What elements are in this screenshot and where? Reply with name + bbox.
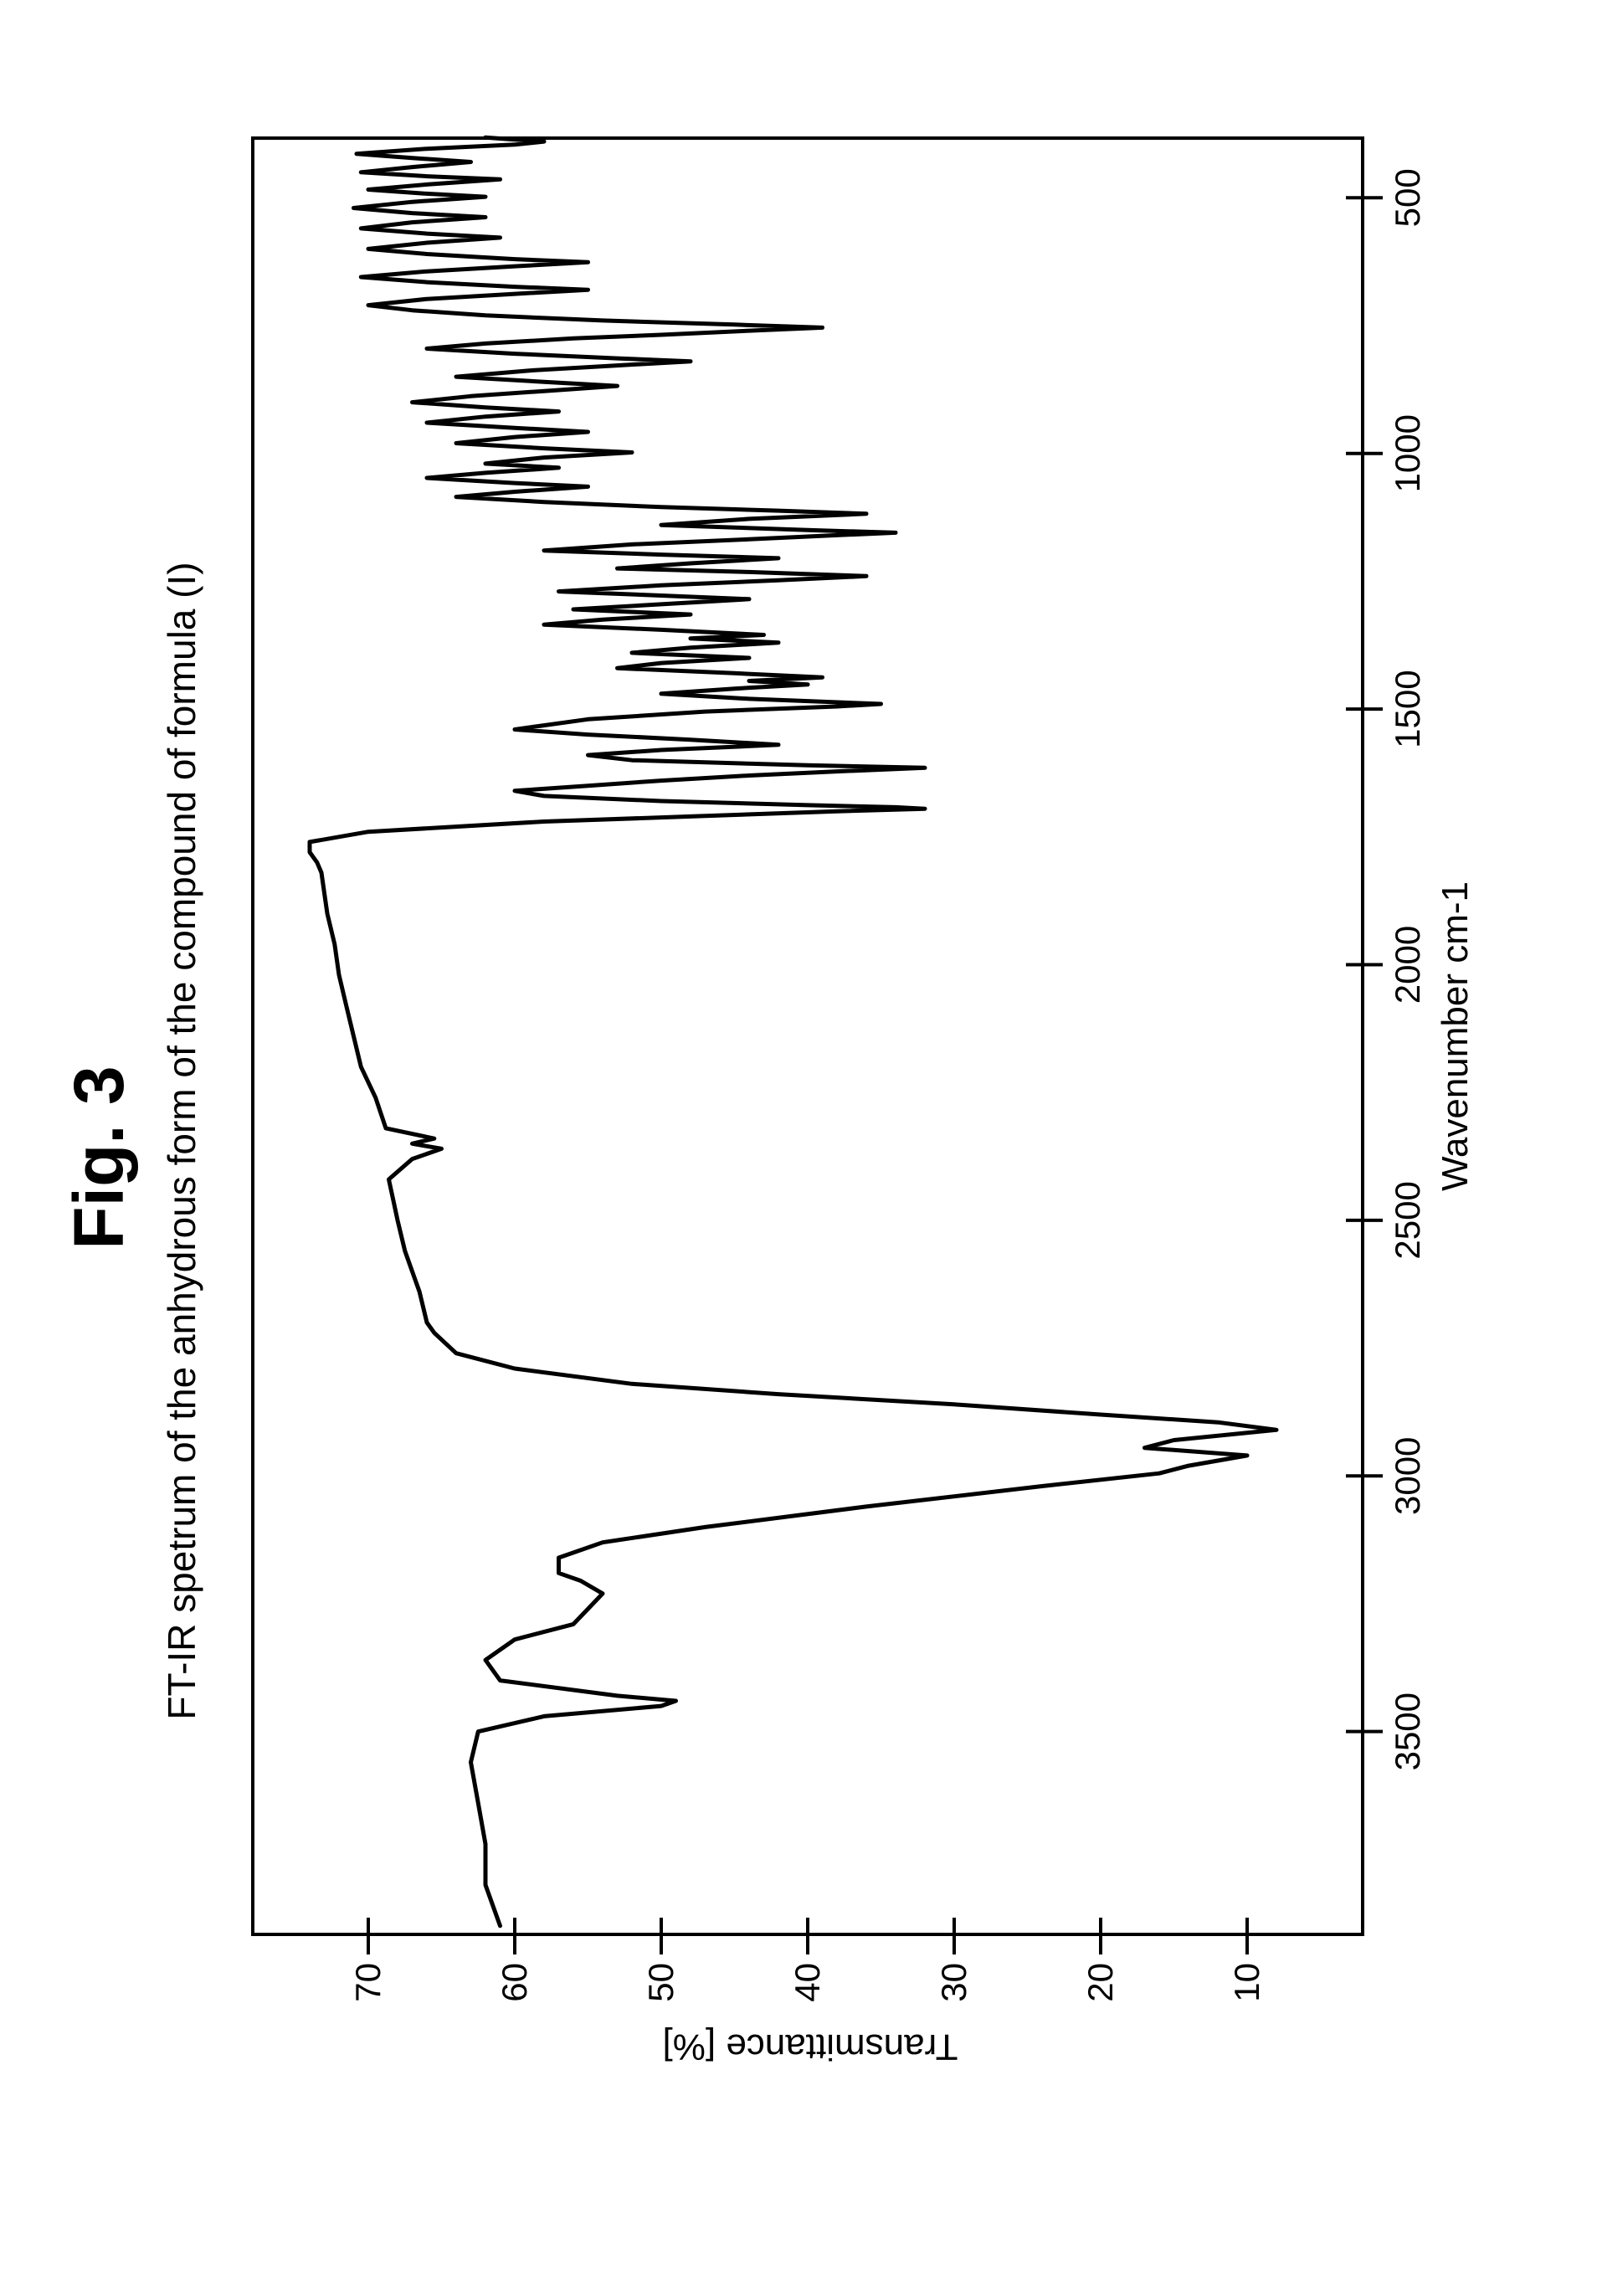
figure-number: Fig. 3: [59, 990, 140, 1325]
spectrum-plot: Wavenumber cm-1 Transmittance [%] 350030…: [251, 136, 1507, 1936]
y-tick-label: 60: [495, 1963, 535, 2002]
y-tick-label: 70: [348, 1963, 388, 2002]
y-tick-label: 20: [1081, 1963, 1121, 2002]
spectrum-svg: [251, 136, 1364, 1936]
x-tick-label: 3500: [1388, 1692, 1428, 1770]
y-tick-label: 30: [934, 1963, 974, 2002]
y-tick-label: 50: [641, 1963, 681, 2002]
figure-subtitle: FT-IR spetrum of the anhydrous form of t…: [159, 346, 204, 1936]
x-tick-label: 500: [1388, 168, 1428, 227]
x-tick-label: 2500: [1388, 1181, 1428, 1259]
y-tick-label: 10: [1227, 1963, 1267, 2002]
x-tick-label: 2000: [1388, 926, 1428, 1004]
x-tick-label: 3000: [1388, 1437, 1428, 1515]
y-tick-label: 40: [788, 1963, 828, 2002]
x-axis-label: Wavenumber cm-1: [1435, 136, 1476, 1936]
x-tick-label: 1000: [1388, 414, 1428, 492]
y-axis-label: Transmittance [%]: [254, 2026, 1367, 2067]
x-tick-label: 1500: [1388, 670, 1428, 747]
